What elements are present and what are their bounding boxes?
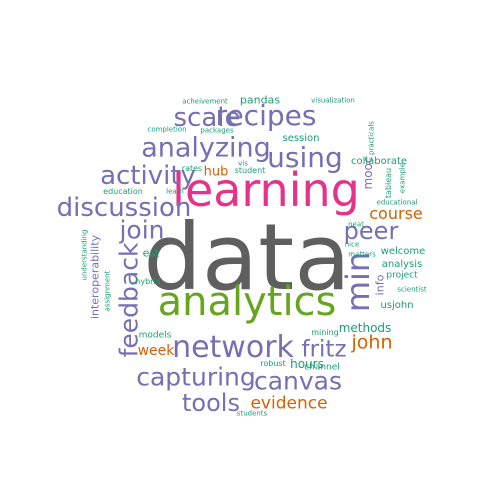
word-network: network — [172, 330, 294, 365]
word-student: student — [234, 166, 266, 175]
word-example: example — [398, 162, 407, 194]
word-robust: robust — [260, 359, 286, 368]
word-hybrid: hybrid — [135, 277, 161, 286]
word-usjohn: usjohn — [380, 300, 414, 311]
word-tableau: tableau — [384, 167, 393, 199]
word-visualization: visualization — [311, 96, 355, 105]
word-mining: mining — [311, 328, 339, 337]
word-analyzing: analyzing — [141, 132, 271, 164]
word-evidence: evidence — [250, 393, 328, 414]
word-using: using — [267, 141, 343, 174]
word-neat: neat — [348, 220, 364, 229]
word-welcome: welcome — [380, 246, 426, 257]
word-course: course — [369, 204, 423, 223]
word-pandas: pandas — [239, 93, 281, 107]
word-activity: activity — [100, 161, 196, 191]
word-recipes: recipes — [215, 99, 317, 132]
word-hub: hub — [203, 164, 229, 180]
word-scientist: scientist — [397, 285, 427, 294]
word-educational: educational — [376, 198, 418, 207]
word-project: project — [386, 270, 418, 281]
word-vis: vis — [238, 159, 248, 168]
word-info: info — [373, 274, 387, 296]
word-join: join — [119, 215, 165, 245]
word-min: min — [339, 251, 377, 313]
word-learning: learning — [172, 163, 360, 217]
word-analytics: analytics — [157, 279, 337, 325]
word-week: week — [137, 343, 175, 359]
word-rates: rates — [181, 164, 203, 173]
word-methods: methods — [338, 321, 392, 335]
word-data: data — [143, 204, 351, 311]
word-analysis: analysis — [381, 259, 423, 270]
word-collaborate: collaborate — [350, 156, 408, 167]
word-fritz: fritz — [301, 336, 347, 363]
word-assignment: assignment — [103, 270, 112, 312]
word-completion: completion — [147, 125, 187, 134]
word-matters: matters — [348, 250, 376, 259]
word-john: john — [351, 331, 393, 354]
word-acheivement: acheivement — [182, 97, 228, 106]
word-understanding: understanding — [80, 229, 89, 281]
word-session: session — [282, 133, 320, 144]
word-students: students — [236, 409, 268, 418]
word-learn: learn — [166, 187, 184, 196]
word-practicals: practicals — [367, 121, 376, 155]
word-discussion: discussion — [56, 193, 192, 223]
word-models: models — [138, 330, 172, 341]
word-education: education — [103, 187, 143, 196]
word-packages: packages — [200, 126, 234, 135]
word-hours: hours — [290, 357, 324, 371]
word-scale: scale — [173, 103, 241, 133]
word-channel: channel — [304, 362, 340, 373]
word-tools: tools — [182, 389, 240, 417]
word-canvas: canvas — [253, 366, 343, 396]
word-nice: nice — [344, 240, 360, 249]
word-interoperability: interoperability — [88, 234, 102, 320]
word-capturing: capturing — [136, 362, 256, 392]
word-peer: peer — [343, 217, 399, 245]
word-est: est — [142, 246, 160, 260]
